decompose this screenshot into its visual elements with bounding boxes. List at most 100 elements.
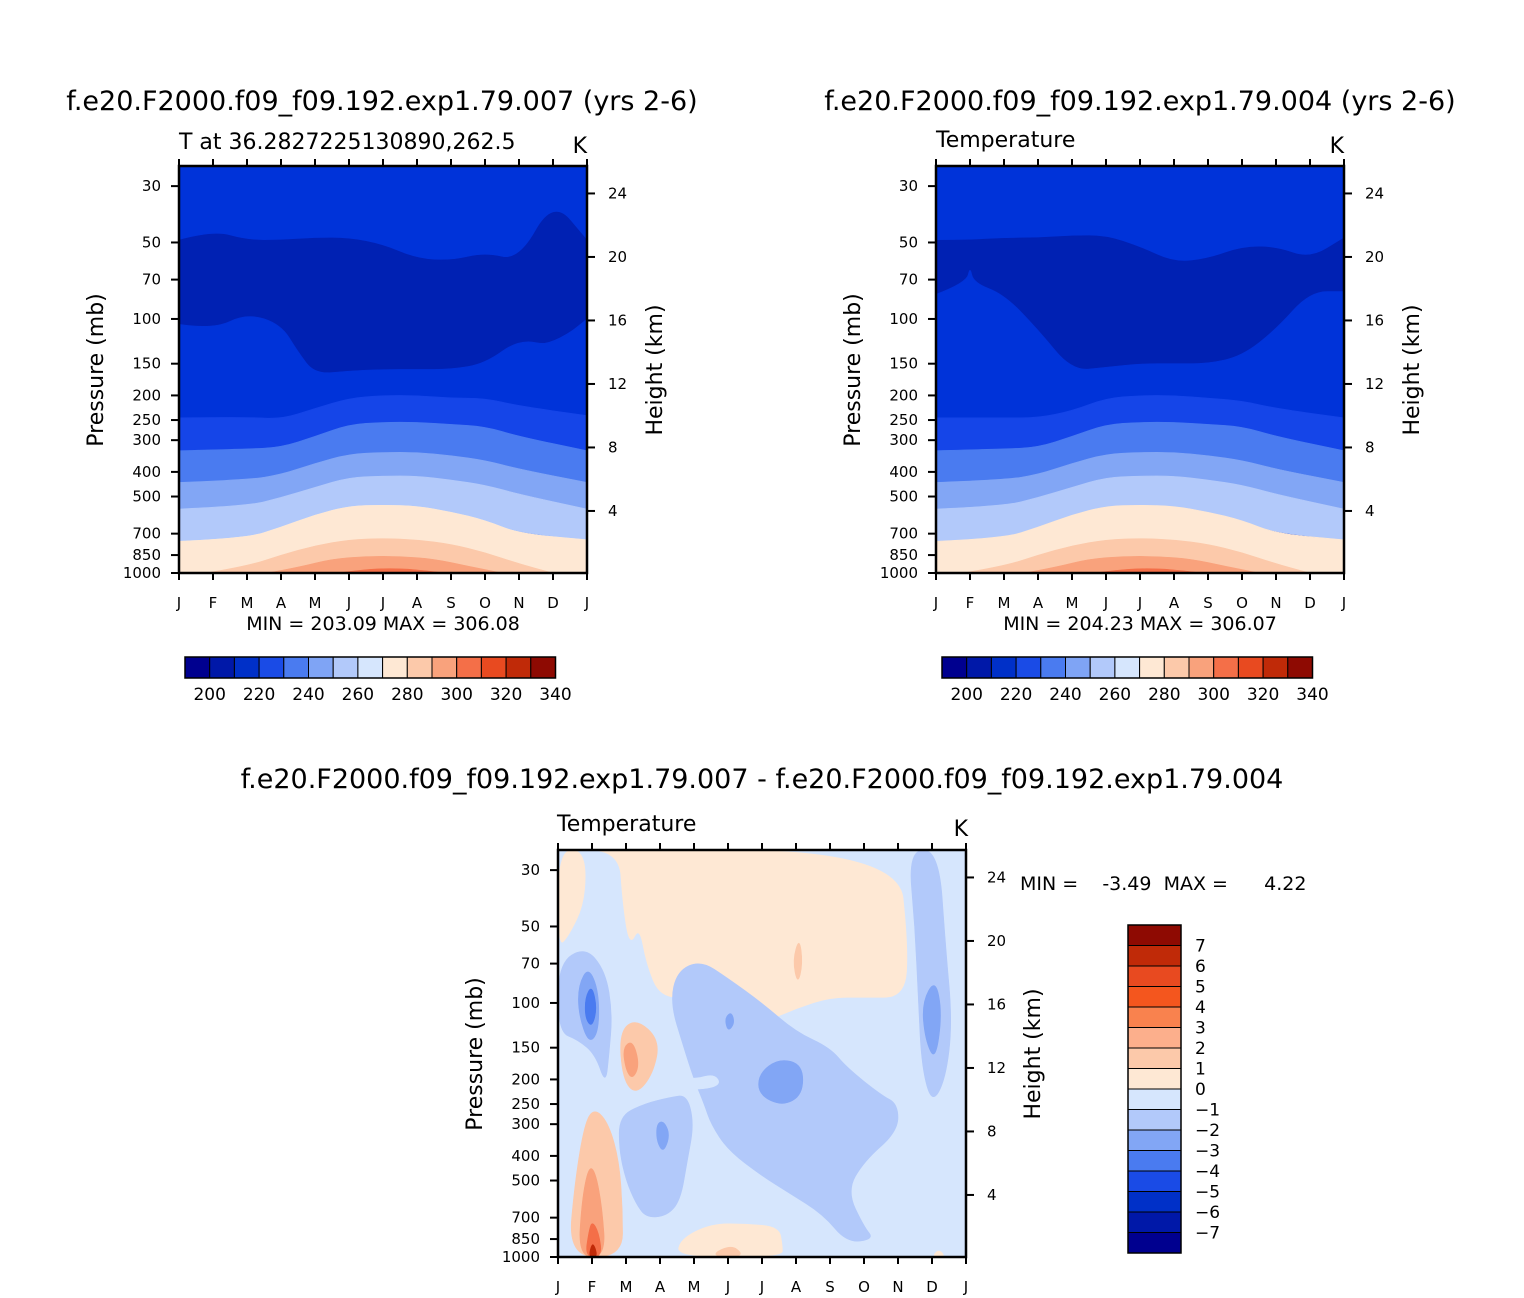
- x-tick-label: F: [209, 594, 218, 612]
- colorbar-swatch: [1040, 656, 1067, 679]
- panel-1-units: K: [573, 134, 588, 159]
- y2-tick-label: 8: [1365, 438, 1375, 456]
- y-tick-label: 200: [132, 386, 161, 404]
- colorbar-swatch: [1163, 656, 1190, 679]
- colorbar-swatch: [1127, 1068, 1182, 1090]
- y2-tick-label: 4: [1365, 502, 1375, 520]
- y-tick-label: 100: [889, 310, 918, 328]
- panel-1-minmax: MIN = 203.09 MAX = 306.08: [246, 613, 520, 635]
- panel-2-ylabel: Pressure (mb): [841, 293, 866, 447]
- x-tick-label: J: [1341, 594, 1346, 612]
- contour-region: [725, 1013, 734, 1030]
- contour-region: [618, 1095, 693, 1218]
- colorbar-label: 280: [391, 685, 423, 705]
- y-tick-label: 30: [899, 177, 918, 195]
- y-tick-label: 200: [511, 1070, 540, 1088]
- contour-region: [948, 1061, 966, 1257]
- panel-3-ylabel: Pressure (mb): [463, 977, 488, 1131]
- colorbar-swatch: [1139, 656, 1165, 679]
- colorbar-label: −7: [1195, 1224, 1220, 1244]
- y-tick-label: 1000: [123, 564, 161, 582]
- panel-1: f.e20.F2000.f09_f09.192.exp1.79.007 (yrs…: [66, 86, 697, 705]
- y-tick-label: 50: [142, 233, 161, 251]
- x-tick-label: M: [309, 594, 322, 612]
- colorbar-swatch: [1127, 1088, 1182, 1110]
- y2-tick-label: 12: [608, 375, 627, 393]
- colorbar-frame: [184, 656, 557, 679]
- x-tick-label: D: [547, 594, 559, 612]
- x-tick-label: J: [346, 594, 351, 612]
- x-tick-label: A: [1033, 594, 1044, 612]
- panel-1-subtitle-left: T at 36.2827225130890,262.5: [178, 130, 515, 155]
- panel-2-ylabel-right: Height (km): [1400, 304, 1425, 435]
- panel-3-units: K: [954, 817, 969, 842]
- panel-1-ylabel: Pressure (mb): [84, 293, 109, 447]
- y2-tick-label: 24: [608, 184, 627, 202]
- colorbar-swatch: [1287, 656, 1314, 679]
- y-tick-label: 150: [511, 1039, 540, 1057]
- panel-1-colorbar: 200 220 240 260 280 300 320 340: [184, 656, 572, 705]
- colorbar-label: 7: [1195, 937, 1206, 957]
- panel-1-title: f.e20.F2000.f09_f09.192.exp1.79.007 (yrs…: [66, 86, 697, 117]
- x-tick-label: J: [555, 1278, 560, 1296]
- x-tick-label: J: [759, 1278, 764, 1296]
- colorbar-swatch: [1127, 924, 1182, 946]
- contour-band: [1024, 556, 1260, 573]
- y-tick-label: 200: [889, 386, 918, 404]
- y2-tick-label: 4: [987, 1186, 997, 1204]
- y-tick-label: 400: [132, 463, 161, 481]
- colorbar-label: −6: [1195, 1203, 1220, 1223]
- colorbar-label: 320: [490, 685, 522, 705]
- y-tick-label: 100: [511, 994, 540, 1012]
- contour-region: [665, 1075, 719, 1090]
- x-tick-label: S: [825, 1278, 835, 1296]
- y-tick-label: 1000: [880, 564, 918, 582]
- y-tick-label: 850: [511, 1230, 540, 1248]
- panel-3-minmax: MIN = -3.49 MAX = 4.22: [1020, 873, 1306, 895]
- y-tick-label: 300: [132, 431, 161, 449]
- panel-2-units: K: [1330, 134, 1345, 159]
- contour-region: [586, 1223, 602, 1257]
- panel-3-subtitle-left: Temperature: [556, 812, 696, 837]
- colorbar-label: 320: [1247, 685, 1279, 705]
- colorbar-swatch: [184, 656, 211, 679]
- panel-2-axes: J F M A M J J A S O N D J 30 50 70 100 150 200 250 300 400 500…: [880, 159, 1384, 612]
- y-tick-label: 850: [889, 546, 918, 564]
- colorbar-swatch: [1127, 1129, 1182, 1151]
- colorbar-label: 300: [1197, 685, 1229, 705]
- contour-region: [758, 1060, 804, 1104]
- contour-band: [963, 538, 1311, 573]
- x-tick-label: D: [1304, 594, 1316, 612]
- x-tick-label: A: [791, 1278, 802, 1296]
- y2-tick-label: 16: [608, 311, 627, 329]
- colorbar-label: 260: [342, 685, 374, 705]
- x-tick-label: O: [479, 594, 491, 612]
- panel-3: f.e20.F2000.f09_f09.192.exp1.79.007 - f.…: [241, 764, 1307, 1296]
- x-tick-label: J: [1137, 594, 1142, 612]
- colorbar-swatch: [1213, 656, 1239, 679]
- x-tick-label: S: [1203, 594, 1213, 612]
- y-tick-label: 500: [132, 488, 161, 506]
- colorbar-label: 5: [1195, 978, 1206, 998]
- colorbar-swatch: [1127, 1232, 1182, 1254]
- contour-region: [910, 850, 951, 1097]
- x-tick-label: N: [1270, 594, 1281, 612]
- colorbar-label: −2: [1195, 1121, 1220, 1141]
- colorbar-swatch: [505, 656, 532, 679]
- colorbar-swatch: [1127, 1027, 1182, 1049]
- colorbar-label: 200: [193, 685, 225, 705]
- colorbar-swatch: [1114, 656, 1141, 679]
- y-tick-label: 250: [511, 1095, 540, 1113]
- y-tick-label: 70: [142, 271, 161, 289]
- colorbar-label: −1: [1195, 1101, 1220, 1121]
- colorbar-swatch: [308, 656, 334, 679]
- colorbar-swatch: [941, 656, 968, 679]
- panel-2-subtitle-left: Temperature: [935, 128, 1075, 153]
- y2-tick-label: 24: [1365, 184, 1384, 202]
- colorbar-swatch: [1127, 1170, 1182, 1192]
- x-tick-label: A: [655, 1278, 666, 1296]
- x-tick-label: J: [933, 594, 938, 612]
- y2-tick-label: 8: [608, 438, 618, 456]
- x-tick-label: F: [588, 1278, 597, 1296]
- panel-1-ylabel-right: Height (km): [643, 304, 668, 435]
